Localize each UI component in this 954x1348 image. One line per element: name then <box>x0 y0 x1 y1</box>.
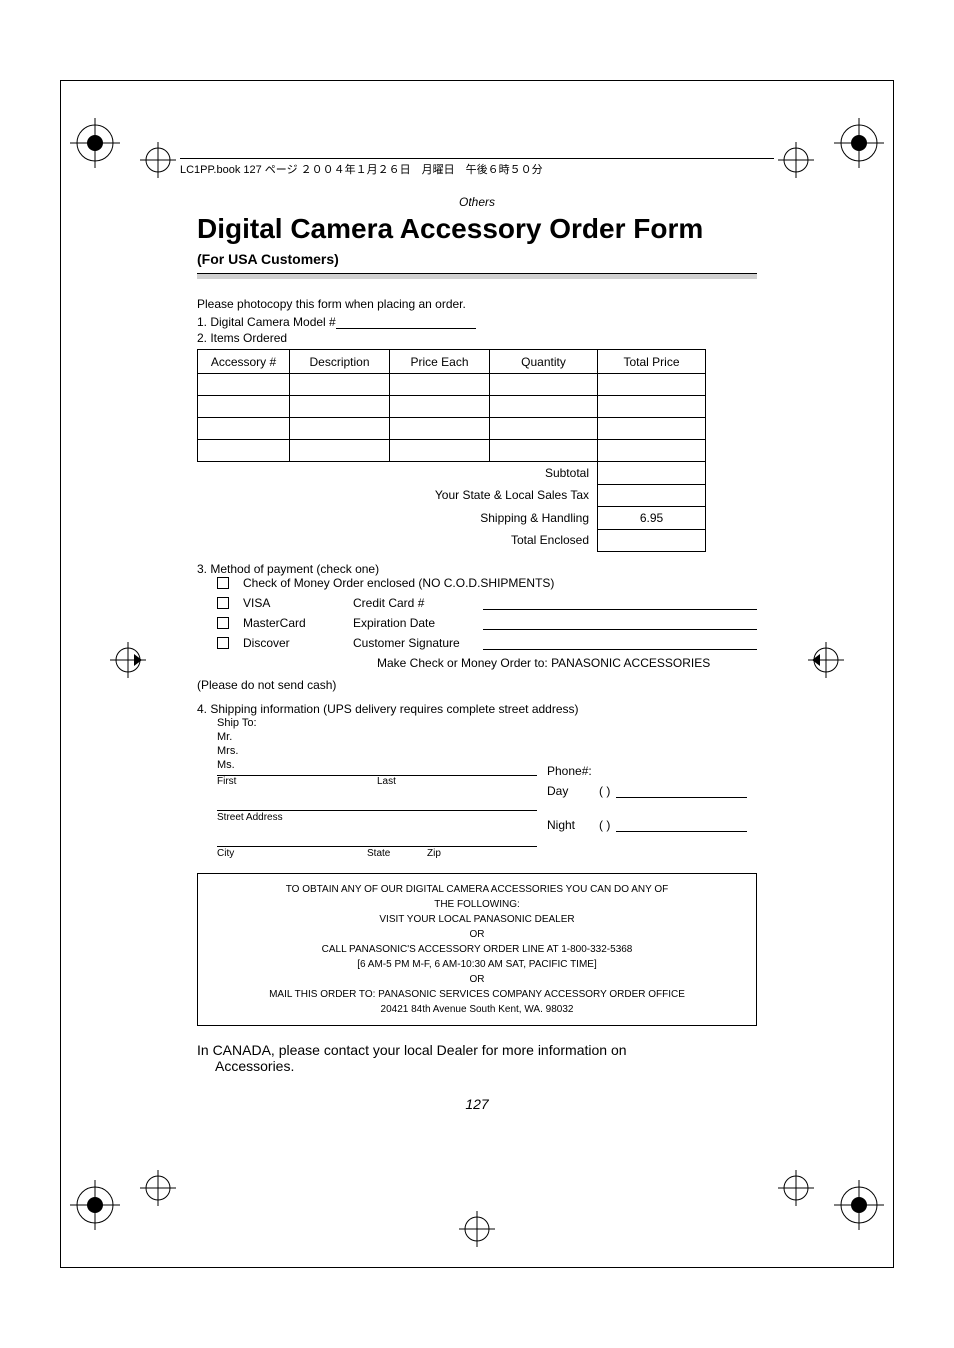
title-ms: Ms. <box>217 758 537 772</box>
no-cash-note: (Please do not send cash) <box>197 678 757 692</box>
zip-label: Zip <box>427 848 441 859</box>
col-accessory: Accessory # <box>198 350 290 374</box>
visa-label: VISA <box>243 596 353 610</box>
col-price-each: Price Each <box>390 350 490 374</box>
first-name-label: First <box>217 776 377 787</box>
model-label: 1. Digital Camera Model # <box>197 315 336 329</box>
crop-mark-top-left <box>70 118 120 168</box>
mastercard-label: MasterCard <box>243 616 353 630</box>
discover-label: Discover <box>243 636 353 650</box>
day-phone-line[interactable] <box>616 784 747 798</box>
credit-card-number-label: Credit Card # <box>353 596 483 610</box>
info-box: TO OBTAIN ANY OF OUR DIGITAL CAMERA ACCE… <box>197 873 757 1026</box>
last-name-label: Last <box>377 776 396 787</box>
info-line-4: OR <box>210 927 744 942</box>
subtotal-label: Subtotal <box>198 462 598 485</box>
shipping-section: 4. Shipping information (UPS delivery re… <box>197 702 757 859</box>
shipping-label: Shipping & Handling <box>198 506 598 529</box>
model-fill-line[interactable] <box>336 328 476 329</box>
table-row[interactable] <box>198 374 706 396</box>
info-line-3: VISIT YOUR LOCAL PANASONIC DEALER <box>210 912 744 927</box>
reg-mark-bottom-center <box>457 1209 497 1254</box>
customer-signature-label: Customer Signature <box>353 636 483 650</box>
night-phone-line[interactable] <box>616 818 747 832</box>
night-paren: ( ) <box>599 818 610 832</box>
day-label: Day <box>547 784 599 798</box>
crop-mark-bottom-right <box>834 1180 884 1230</box>
state-label: State <box>367 848 427 859</box>
info-line-8: MAIL THIS ORDER TO: PANASONIC SERVICES C… <box>210 987 744 1002</box>
model-number-line: 1. Digital Camera Model # <box>197 315 757 329</box>
info-line-2: THE FOLLOWING: <box>210 897 744 912</box>
running-head: LC1PP.book 127 ページ ２００４年１月２６日 月曜日 午後６時５０… <box>180 158 774 177</box>
tax-label: Your State & Local Sales Tax <box>198 484 598 506</box>
section-label: Others <box>197 195 757 209</box>
reg-mark-inner-bl <box>138 1168 178 1208</box>
photocopy-note: Please photocopy this form when placing … <box>197 297 757 311</box>
info-line-1: TO OBTAIN ANY OF OUR DIGITAL CAMERA ACCE… <box>210 882 744 897</box>
info-line-5: CALL PANASONIC'S ACCESSORY ORDER LINE AT… <box>210 942 744 957</box>
items-ordered-label: 2. Items Ordered <box>197 331 757 345</box>
night-label: Night <box>547 818 599 832</box>
city-input-line[interactable] <box>217 825 537 847</box>
crop-mark-bottom-left <box>70 1180 120 1230</box>
reg-mark-inner-br <box>776 1168 816 1208</box>
canada-line-2: Accessories. <box>215 1058 757 1074</box>
title-rule <box>197 273 757 279</box>
col-description: Description <box>290 350 390 374</box>
checkbox-mastercard[interactable] <box>217 617 229 629</box>
check-money-label: Check of Money Order enclosed (NO C.O.D.… <box>243 576 554 590</box>
tax-value[interactable] <box>598 484 706 506</box>
payment-section: 3. Method of payment (check one) Check o… <box>197 562 757 692</box>
credit-card-number-line[interactable] <box>483 596 757 610</box>
table-row[interactable] <box>198 440 706 462</box>
checkbox-visa[interactable] <box>217 597 229 609</box>
street-input-line[interactable] <box>217 789 537 811</box>
reg-mark-inner-tl <box>138 140 178 180</box>
title-mrs: Mrs. <box>217 744 537 758</box>
shipping-value: 6.95 <box>598 506 706 529</box>
table-row[interactable] <box>198 396 706 418</box>
page-title: Digital Camera Accessory Order Form <box>197 213 757 245</box>
canada-line-1: In CANADA, please contact your local Dea… <box>197 1042 757 1058</box>
reg-mark-right <box>806 640 846 680</box>
customer-signature-line[interactable] <box>483 636 757 650</box>
canada-note: In CANADA, please contact your local Dea… <box>197 1042 757 1074</box>
street-address-label: Street Address <box>217 812 283 823</box>
shipping-heading: 4. Shipping information (UPS delivery re… <box>197 702 757 716</box>
phone-label: Phone#: <box>547 764 599 778</box>
day-paren: ( ) <box>599 784 610 798</box>
page-subtitle: (For USA Customers) <box>197 251 757 267</box>
reg-mark-inner-tr <box>776 140 816 180</box>
reg-mark-left <box>108 640 148 680</box>
crop-mark-top-right <box>834 118 884 168</box>
total-enclosed-label: Total Enclosed <box>198 529 598 551</box>
col-quantity: Quantity <box>490 350 598 374</box>
title-mr: Mr. <box>217 730 537 744</box>
city-label: City <box>217 848 367 859</box>
total-enclosed-value[interactable] <box>598 529 706 551</box>
payment-heading: 3. Method of payment (check one) <box>197 562 757 576</box>
page-number: 127 <box>197 1096 757 1112</box>
items-table: Accessory # Description Price Each Quant… <box>197 349 706 552</box>
info-line-9: 20421 84th Avenue South Kent, WA. 98032 <box>210 1002 744 1017</box>
ship-to-label: Ship To: <box>217 716 537 730</box>
name-input-line[interactable]: First Last <box>217 775 537 787</box>
info-line-7: OR <box>210 972 744 987</box>
subtotal-value[interactable] <box>598 462 706 485</box>
info-line-6: [6 AM-5 PM M-F, 6 AM-10:30 AM SAT, PACIF… <box>210 957 744 972</box>
expiration-date-label: Expiration Date <box>353 616 483 630</box>
checkbox-money-order[interactable] <box>217 577 229 589</box>
content-area: Others Digital Camera Accessory Order Fo… <box>197 195 757 1112</box>
table-row[interactable] <box>198 418 706 440</box>
make-check-note: Make Check or Money Order to: PANASONIC … <box>377 656 757 670</box>
expiration-date-line[interactable] <box>483 616 757 630</box>
col-total-price: Total Price <box>598 350 706 374</box>
checkbox-discover[interactable] <box>217 637 229 649</box>
